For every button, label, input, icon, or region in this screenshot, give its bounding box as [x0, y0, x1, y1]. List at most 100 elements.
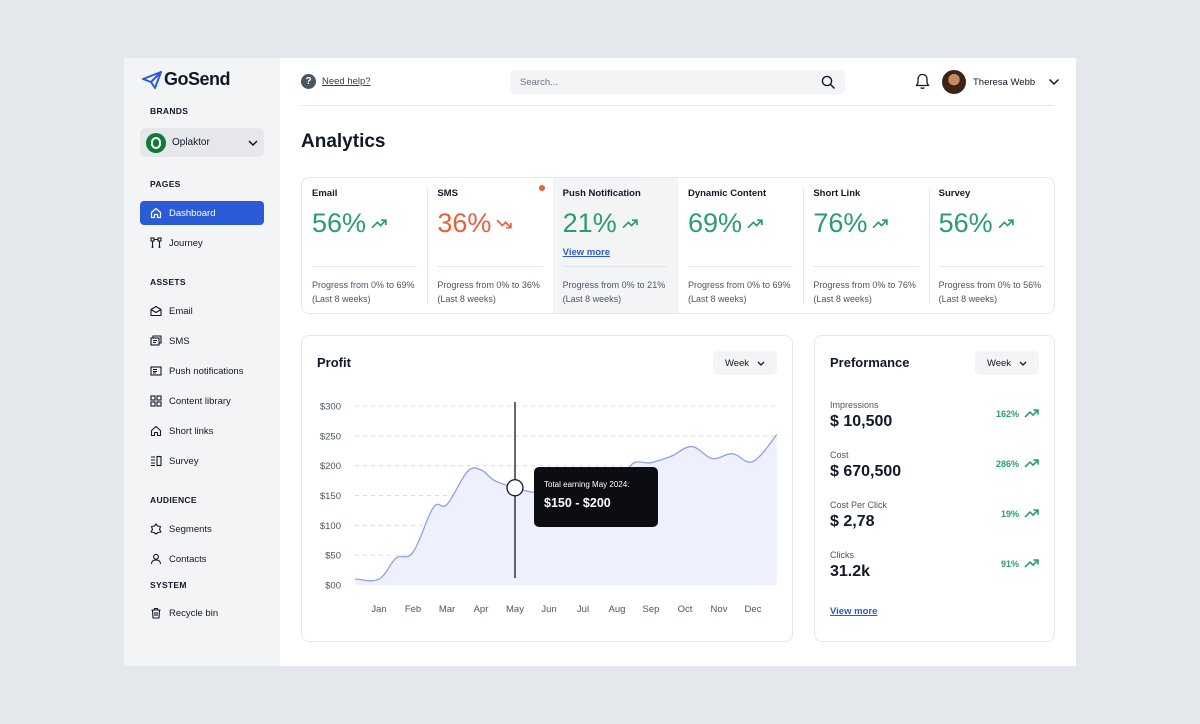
trend-up-icon	[371, 218, 387, 228]
sidebar-item-label: Push notifications	[169, 365, 244, 377]
tooltip-value: $150 - $200	[544, 496, 611, 510]
sidebar-item-label: Recycle bin	[169, 607, 219, 619]
sidebar-item-recycle-bin[interactable]: Recycle bin	[140, 601, 264, 625]
profit-chart[interactable]: $00 $50 $100 $150 $200 $250 $300 Jan Feb Mar Apr Ma…	[302, 336, 794, 643]
stat-card-survey[interactable]: Survey 56% Progress from 0% to 56% (Last 8…	[928, 178, 1054, 313]
x-tick-label: Mar	[439, 604, 455, 615]
stat-label: Email	[312, 188, 338, 199]
performance-panel: Preformance Week Impressions $ 10,500 162%…	[814, 335, 1055, 642]
avatar	[942, 70, 966, 94]
profit-panel: Profit Week $00 $50 $100 $150 $200 $250 $300 Ja…	[301, 335, 793, 642]
segments-icon	[150, 523, 162, 535]
stat-view-more-link[interactable]: View more	[562, 247, 611, 258]
stat-description: Progress from 0% to 76% (Last 8 weeks)	[813, 280, 916, 304]
sidebar: GoSend BRANDS Oplaktor PAGES Dashboard J…	[124, 58, 280, 666]
sidebar-item-journey[interactable]: Journey	[140, 231, 264, 255]
selected-brand: Oplaktor	[172, 137, 210, 148]
search-bar[interactable]	[510, 70, 845, 94]
notification-bell[interactable]	[915, 73, 930, 95]
email-icon	[150, 305, 162, 317]
chart-tooltip	[534, 467, 658, 527]
sidebar-item-label: Content library	[169, 395, 231, 407]
app-window: GoSend BRANDS Oplaktor PAGES Dashboard J…	[124, 58, 1076, 666]
sidebar-item-contacts[interactable]: Contacts	[140, 547, 264, 571]
chevron-down-icon	[248, 139, 258, 146]
journey-icon	[150, 237, 162, 248]
sidebar-item-label: Survey	[169, 455, 199, 467]
sidebar-item-segments[interactable]: Segments	[140, 517, 264, 541]
performance-period-dropdown[interactable]: Week	[975, 351, 1039, 375]
metric-change: 286%	[996, 458, 1040, 469]
trend-up-icon	[1024, 459, 1039, 468]
metric-value: $ 10,500	[830, 413, 893, 430]
stat-card-email[interactable]: Email 56% Progress from 0% to 69% (Last 8 …	[302, 178, 427, 313]
view-more-link[interactable]: View more	[830, 606, 878, 617]
help-link[interactable]: ? Need help?	[301, 74, 371, 89]
sidebar-item-content-library[interactable]: Content library	[140, 389, 264, 413]
sidebar-item-label: Contacts	[169, 553, 207, 565]
push-notification-icon	[150, 366, 162, 376]
sidebar-item-email[interactable]: Email	[140, 299, 264, 323]
section-title-brands: BRANDS	[150, 106, 189, 116]
x-tick-label: Apr	[474, 604, 489, 615]
metric-label: Clicks	[830, 550, 854, 560]
home-icon	[150, 425, 162, 437]
stat-card-short-link[interactable]: Short Link 76% Progress from 0% to 76% (La…	[803, 178, 928, 313]
metric-value: $ 2,78	[830, 513, 875, 530]
survey-icon	[151, 455, 162, 467]
stat-value-row: 56%	[312, 208, 417, 239]
sidebar-item-short-links[interactable]: Short links	[140, 419, 264, 443]
logo[interactable]: GoSend	[142, 69, 231, 90]
chevron-down-icon	[757, 361, 765, 366]
sidebar-item-push-notifications[interactable]: Push notifications	[140, 359, 264, 383]
stat-description: Progress from 0% to 21% (Last 8 weeks)	[562, 280, 666, 304]
brand-selector[interactable]: Oplaktor	[140, 128, 264, 157]
metric-change: 19%	[1001, 508, 1040, 519]
stat-label: Short Link	[813, 188, 861, 199]
hover-point	[506, 479, 524, 497]
sidebar-item-label: Journey	[169, 237, 203, 249]
metric-cost: Cost $ 670,500 286%	[830, 450, 1040, 481]
x-tick-label: Dec	[745, 604, 762, 615]
trend-up-icon	[1024, 559, 1039, 568]
x-tick-label: May	[506, 604, 524, 615]
metric-label: Impressions	[830, 400, 879, 410]
performance-title: Preformance	[830, 355, 910, 370]
page-title: Analytics	[301, 131, 386, 152]
sidebar-item-survey[interactable]: Survey	[140, 449, 264, 473]
brand-logo-icon	[146, 132, 166, 153]
search-icon[interactable]	[821, 75, 835, 89]
help-label: Need help?	[322, 76, 371, 87]
y-tick-label: $200	[320, 461, 341, 472]
trend-up-icon	[998, 218, 1014, 228]
x-tick-label: Jan	[371, 604, 386, 615]
stat-divider	[312, 266, 418, 267]
stat-divider	[562, 266, 668, 267]
y-tick-label: $250	[320, 431, 341, 442]
user-name: Theresa Webb	[973, 76, 1036, 88]
stat-divider	[813, 266, 919, 267]
stat-card-push-notification[interactable]: Push Notification 21% View more Progress fr…	[552, 178, 678, 313]
metric-label: Cost Per Click	[830, 500, 888, 510]
chevron-down-icon	[1019, 361, 1027, 366]
sidebar-item-label: Email	[169, 305, 193, 317]
stat-label: Push Notification	[562, 188, 641, 199]
alert-dot	[538, 185, 545, 191]
user-menu[interactable]: Theresa Webb	[942, 70, 1060, 94]
sidebar-item-label: Segments	[169, 523, 212, 535]
x-tick-label: Jun	[541, 604, 556, 615]
stat-value-row: 56%	[939, 208, 1044, 239]
sidebar-item-dashboard[interactable]: Dashboard	[140, 201, 264, 225]
period-label: Week	[986, 357, 1012, 369]
stat-description: Progress from 0% to 69% (Last 8 weeks)	[312, 280, 415, 304]
sms-icon	[150, 335, 162, 346]
profit-period-dropdown[interactable]: Week	[713, 351, 777, 375]
sidebar-item-sms[interactable]: SMS	[140, 329, 264, 353]
stat-card-dynamic-content[interactable]: Dynamic Content 69% Progress from 0% to 69…	[678, 178, 803, 313]
trend-up-icon	[622, 218, 638, 228]
grid-icon	[150, 395, 162, 407]
stat-card-sms[interactable]: SMS 36% Progress from 0% to 36% (Last 8 we…	[427, 178, 552, 313]
search-input[interactable]	[520, 76, 821, 88]
stat-value: 36%	[437, 208, 492, 238]
stat-value: 56%	[312, 208, 367, 238]
